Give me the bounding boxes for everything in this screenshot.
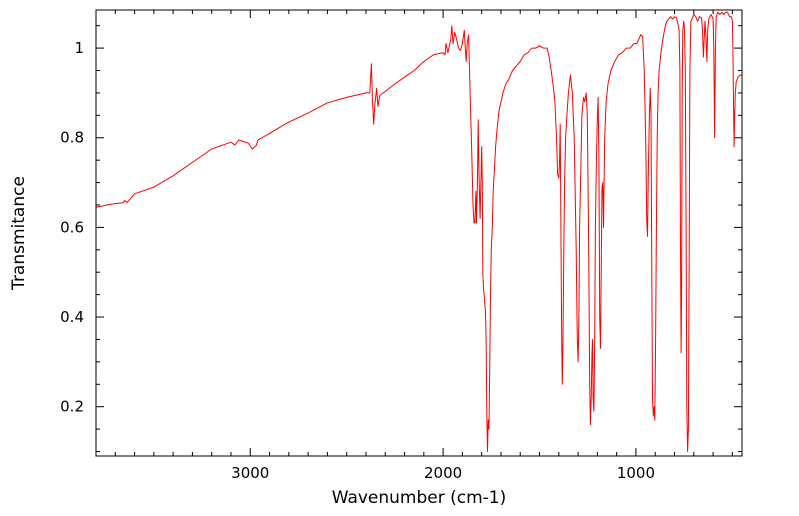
axis-ticks — [95, 10, 742, 456]
x-tick-label: 3000 — [231, 464, 269, 482]
x-tick-label: 2000 — [424, 464, 462, 482]
y-tick-label: 0.4 — [60, 308, 84, 326]
plot-frame — [95, 9, 743, 457]
y-tick-label: 1 — [74, 39, 84, 57]
x-tick-label: 1000 — [617, 464, 655, 482]
x-axis-title: Wavenumber (cm-1) — [332, 488, 507, 508]
y-tick-label: 0.6 — [60, 218, 84, 236]
axis-tick-labels: 3000 2000 1000 0.2 0.4 0.6 0.8 1 — [60, 39, 655, 482]
y-tick-label: 0.8 — [60, 129, 84, 147]
spectrum-line — [95, 11, 742, 452]
y-axis-title: Transmitance — [9, 176, 29, 291]
y-tick-label: 0.2 — [60, 398, 84, 416]
